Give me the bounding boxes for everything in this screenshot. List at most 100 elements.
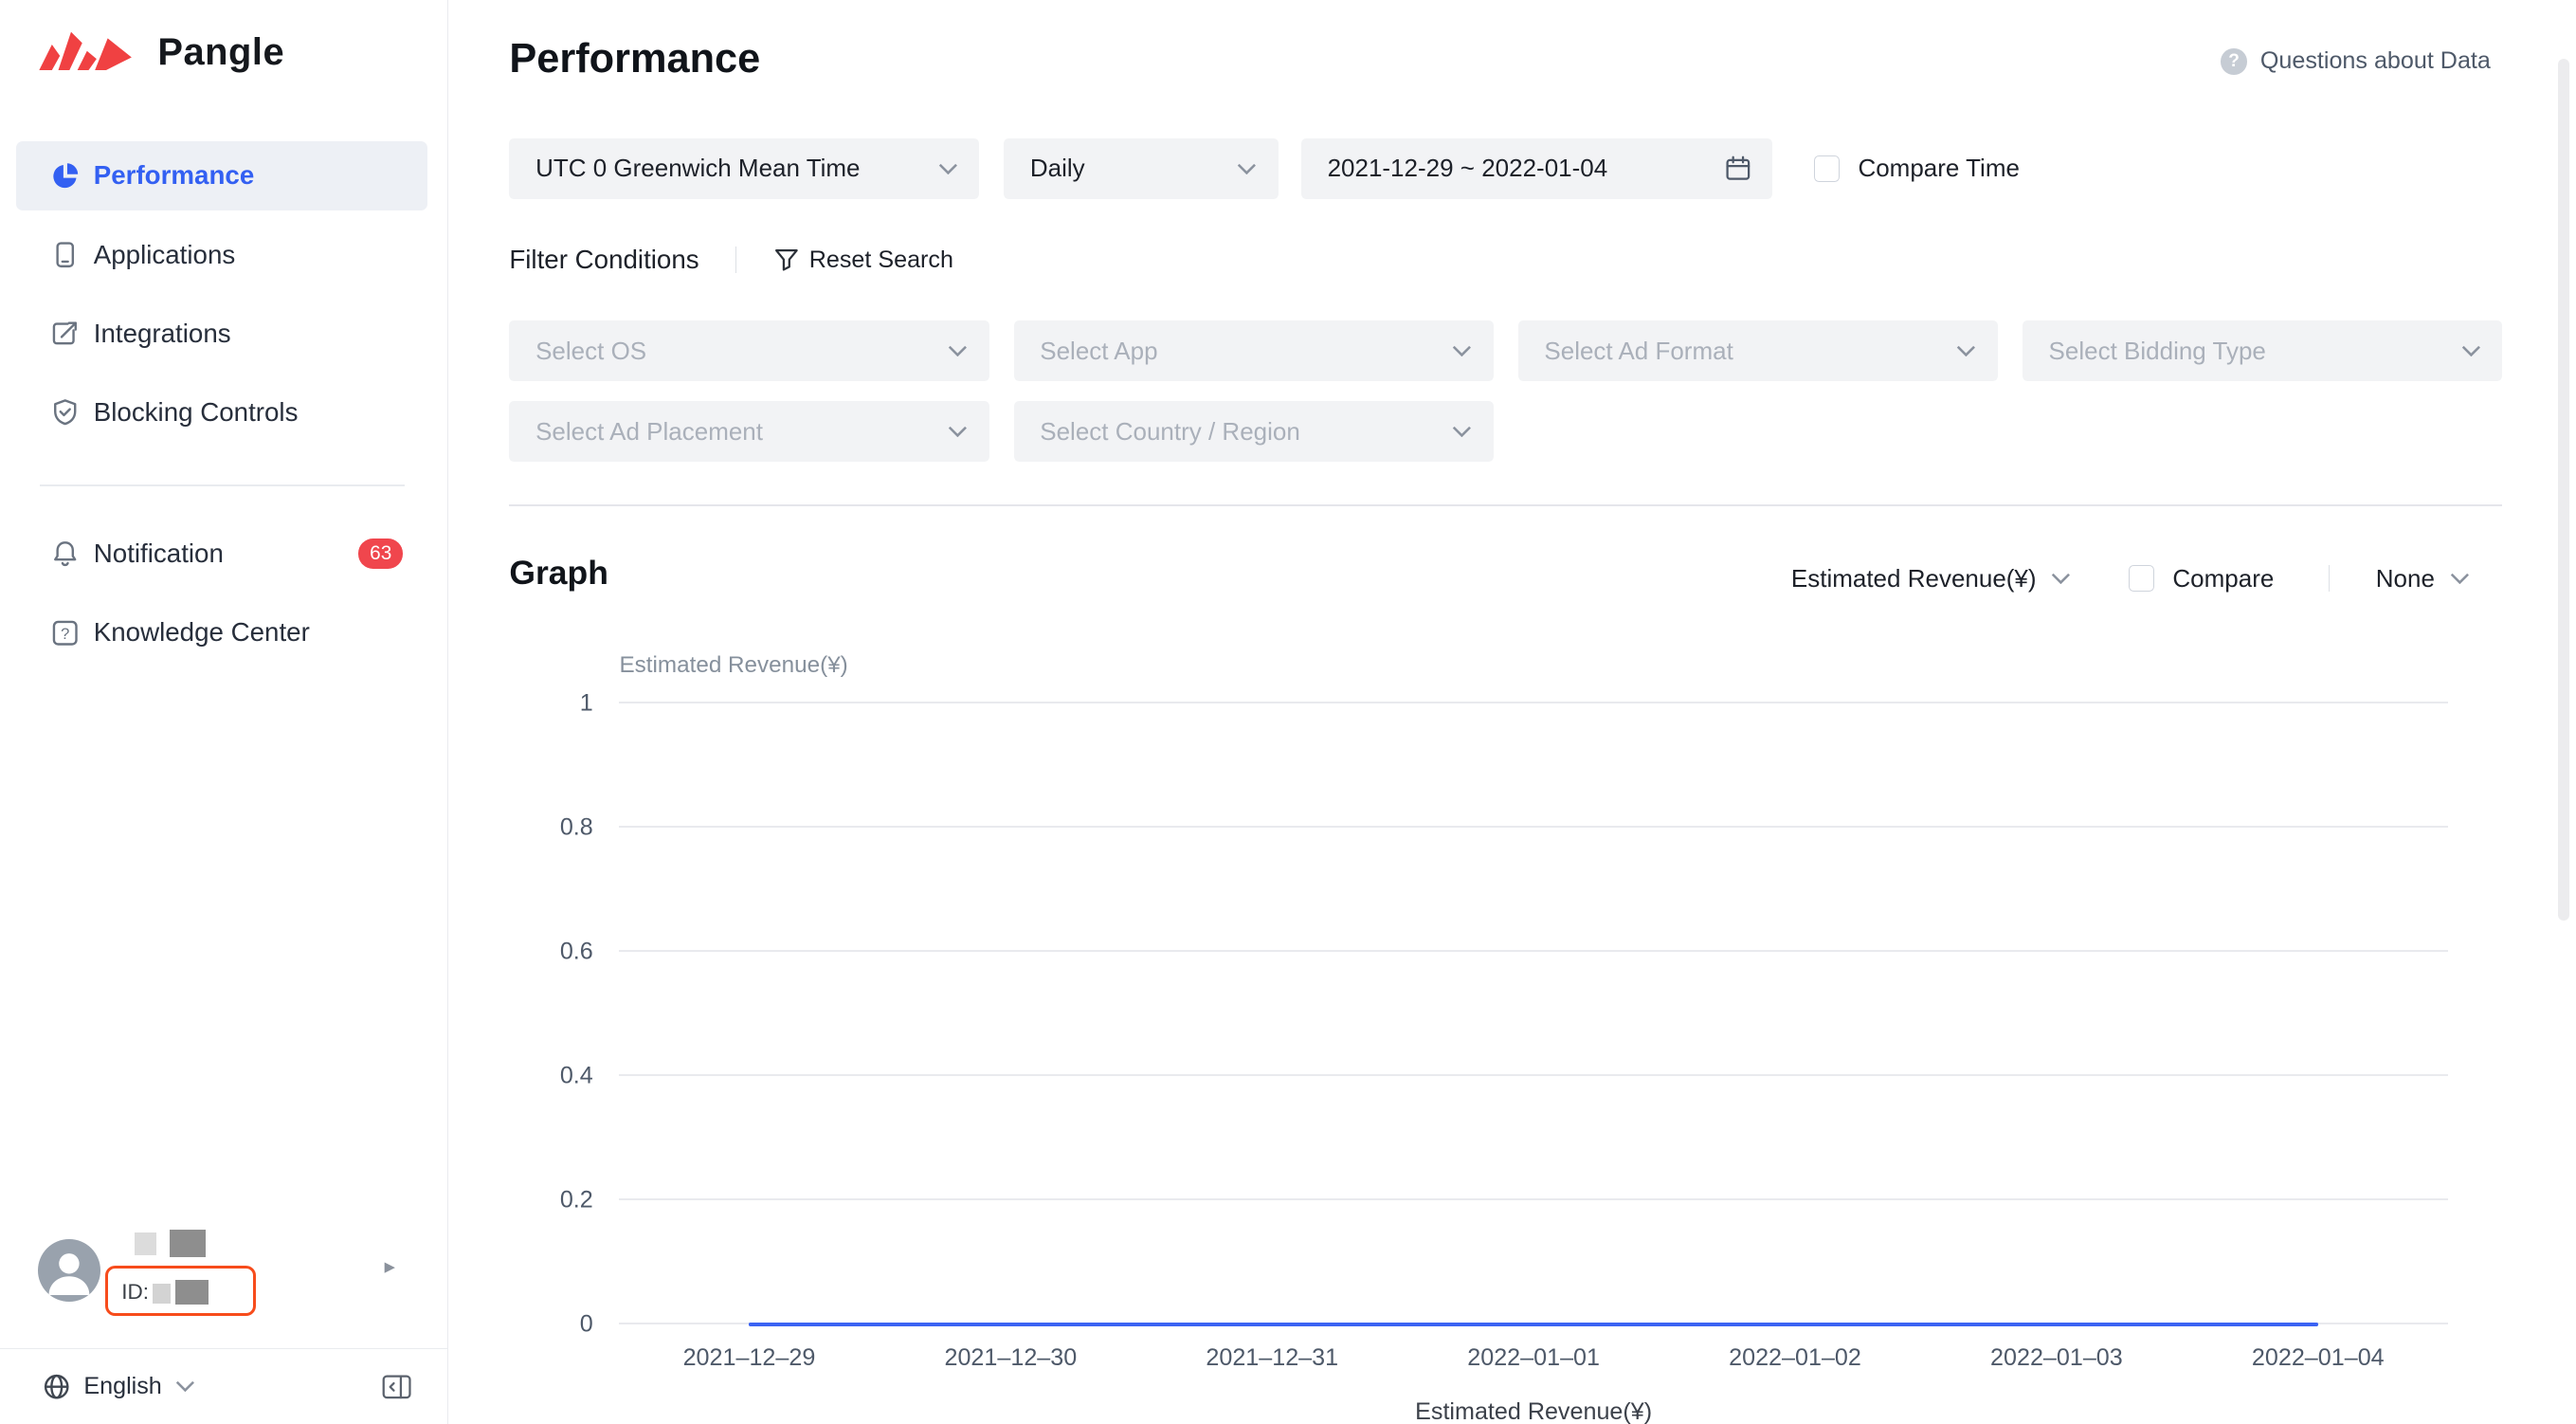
sidebar-item-label: Integrations — [93, 318, 231, 348]
funnel-icon — [774, 249, 798, 271]
dimension-select[interactable]: None — [2376, 564, 2470, 593]
brand-name: Pangle — [157, 30, 285, 73]
compare-group: Compare — [2128, 563, 2275, 593]
chevron-down-icon — [2051, 573, 2071, 585]
ad-format-select[interactable]: Select Ad Format — [1517, 320, 1998, 382]
x-tick-label: 2021–12–30 — [944, 1343, 1078, 1371]
y-tick-label: 0.8 — [559, 813, 593, 841]
y-axis-title: Estimated Revenue(¥) — [619, 652, 848, 679]
chevron-down-icon — [1453, 345, 1472, 357]
integrations-icon — [51, 319, 79, 347]
x-tick-label: 2021–12–31 — [1206, 1343, 1339, 1371]
y-tick-label: 0.6 — [559, 938, 593, 965]
compare-checkbox[interactable] — [2128, 565, 2155, 592]
expand-arrow-icon[interactable]: ▸ — [384, 1253, 395, 1278]
app-select[interactable]: Select App — [1013, 320, 1494, 382]
granularity-select[interactable]: Daily — [1004, 137, 1279, 199]
globe-icon — [44, 1374, 69, 1399]
chevron-down-icon — [2450, 573, 2469, 585]
gridline — [619, 826, 2448, 828]
help-label: Questions about Data — [2259, 47, 2491, 75]
gridline — [619, 702, 2448, 703]
user-id-label: ID: — [121, 1280, 150, 1305]
chevron-down-icon — [175, 1381, 194, 1393]
red-annotation-box — [104, 1265, 257, 1317]
nav-divider — [39, 484, 406, 486]
graph-heading: Graph — [509, 554, 608, 593]
timezone-value: UTC 0 Greenwich Mean Time — [535, 154, 861, 183]
collapse-sidebar-icon[interactable] — [382, 1374, 411, 1400]
bell-icon — [51, 539, 79, 567]
select-placeholder: Select OS — [535, 336, 647, 365]
chevron-down-icon — [1453, 426, 1472, 438]
select-placeholder: Select Ad Format — [1544, 336, 1733, 365]
pie-chart-icon — [51, 162, 79, 190]
brand-logo[interactable]: Pangle — [36, 25, 284, 81]
reset-search-button[interactable]: Reset Search — [773, 246, 953, 274]
gridline — [619, 1074, 2448, 1077]
user-icon — [48, 1253, 90, 1295]
dimension-select-value: None — [2375, 563, 2435, 593]
section-divider — [509, 504, 2502, 506]
applications-icon — [51, 241, 79, 268]
redacted-username-block — [169, 1229, 206, 1258]
y-tick-label: 0.2 — [559, 1186, 593, 1214]
gridline — [619, 950, 2448, 952]
chevron-down-icon — [948, 345, 968, 357]
x-tick-label: 2022–01–03 — [1990, 1343, 2123, 1371]
scrollbar-thumb[interactable] — [2557, 59, 2570, 921]
sidebar-item-blocking-controls[interactable]: Blocking Controls — [16, 378, 427, 447]
language-select[interactable]: English — [43, 1373, 194, 1400]
sidebar-item-performance[interactable]: Performance — [16, 141, 428, 210]
y-tick-label: 0.4 — [559, 1062, 593, 1089]
time-filter-row: UTC 0 Greenwich Mean Time Daily 2021-12-… — [509, 137, 2020, 199]
calendar-icon — [1726, 155, 1751, 180]
granularity-value: Daily — [1029, 154, 1085, 183]
redacted-username-block — [135, 1232, 156, 1256]
sidebar-item-label: Blocking Controls — [93, 397, 299, 428]
chevron-down-icon — [1238, 163, 1257, 174]
questions-about-data-link[interactable]: ? Questions about Data — [2221, 47, 2491, 75]
compare-label: Compare — [2172, 563, 2275, 593]
compare-time-label: Compare Time — [1858, 154, 2020, 183]
os-select[interactable]: Select OS — [509, 320, 989, 382]
metric-select[interactable]: Estimated Revenue(¥) — [1791, 564, 2071, 593]
x-tick-label: 2022–01–01 — [1467, 1343, 1600, 1371]
reset-search-label: Reset Search — [808, 246, 953, 273]
avatar[interactable] — [37, 1238, 100, 1302]
main-content: Performance ? Questions about Data UTC 0… — [449, 0, 2576, 1424]
country-region-select[interactable]: Select Country / Region — [1013, 400, 1494, 463]
notification-badge: 63 — [358, 539, 404, 569]
sidebar-item-integrations[interactable]: Integrations — [16, 299, 427, 368]
select-placeholder: Select Ad Placement — [535, 416, 763, 446]
sidebar: Pangle Performance Applications Integrat… — [0, 0, 449, 1424]
chevron-down-icon — [938, 163, 957, 174]
sidebar-item-notification[interactable]: Notification 63 — [16, 520, 427, 589]
chart-legend[interactable]: Estimated Revenue(¥) — [1415, 1398, 1653, 1424]
bidding-type-select[interactable]: Select Bidding Type — [2022, 320, 2502, 382]
x-tick-label: 2021–12–29 — [682, 1343, 816, 1371]
sidebar-nav: Performance Applications Integrations Bl… — [16, 141, 428, 677]
user-panel[interactable]: ID: ▸ — [0, 1213, 448, 1344]
y-tick-label: 0 — [579, 1310, 593, 1338]
date-range-input[interactable]: 2021-12-29 ~ 2022-01-04 — [1300, 137, 1773, 199]
filter-conditions-label: Filter Conditions — [509, 245, 699, 275]
pangle-logo-icon — [39, 31, 132, 70]
sidebar-item-applications[interactable]: Applications — [16, 220, 427, 289]
sidebar-item-label: Notification — [93, 539, 224, 569]
svg-text:?: ? — [61, 624, 69, 642]
gridline — [619, 1198, 2448, 1201]
revenue-chart: Estimated Revenue(¥) 0 0.2 0.4 0.6 0.8 1 2021–… — [555, 649, 2513, 1424]
language-label: English — [83, 1372, 162, 1399]
ad-placement-select[interactable]: Select Ad Placement — [509, 400, 989, 463]
help-icon: ? — [2221, 47, 2247, 75]
sidebar-item-knowledge-center[interactable]: ? Knowledge Center — [16, 598, 427, 667]
timezone-select[interactable]: UTC 0 Greenwich Mean Time — [509, 137, 980, 199]
compare-time-group: Compare Time — [1813, 154, 2020, 183]
page-title: Performance — [509, 36, 761, 82]
revenue-series-line — [749, 1323, 2318, 1326]
chevron-down-icon — [2461, 345, 2480, 357]
compare-time-checkbox[interactable] — [1813, 155, 1841, 182]
date-range-value: 2021-12-29 ~ 2022-01-04 — [1327, 154, 1608, 183]
